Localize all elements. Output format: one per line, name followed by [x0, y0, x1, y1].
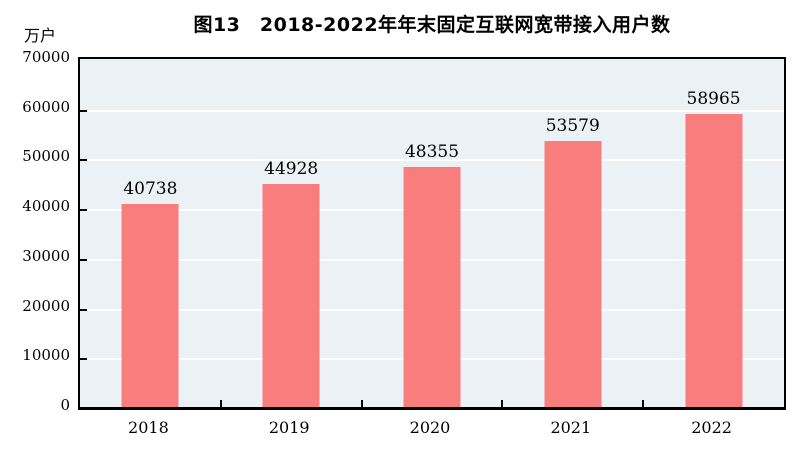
x-tick-mark-2: [360, 400, 363, 407]
bar-slot-2018: 40738: [80, 59, 221, 407]
y-tick-mark-40000: [80, 209, 87, 212]
y-axis-label-50000: 50000: [22, 147, 70, 166]
x-tick-mark-4: [642, 400, 645, 407]
bar-2019: [262, 183, 320, 407]
y-axis-label-0: 0: [60, 396, 70, 414]
y-axis-label-70000: 70000: [22, 48, 70, 66]
bar-value-label-2020: 48355: [404, 141, 460, 162]
y-axis-label-60000: 60000: [22, 97, 70, 116]
bar-2021: [544, 140, 602, 407]
gridline-60000: [80, 109, 784, 112]
bar-slot-2019: 44928: [221, 59, 362, 407]
chart-title: 图13 2018-2022年年末固定互联网宽带接入用户数: [193, 14, 671, 36]
y-tick-mark-10000: [80, 358, 87, 361]
bar-value-label-2022: 58965: [686, 88, 741, 109]
x-axis-label-2019: 2019: [268, 418, 310, 437]
gridline-50000: [80, 159, 784, 162]
x-tick-mark-1: [219, 400, 222, 407]
y-tick-mark-50000: [80, 159, 87, 162]
x-tick-mark-3: [501, 400, 504, 407]
y-axis-label-30000: 30000: [22, 246, 70, 265]
bar-slot-2021: 53579: [502, 59, 643, 407]
bar-value-label-2018: 40738: [123, 179, 178, 200]
x-axis-label-2022: 2022: [691, 418, 732, 437]
bar-value-label-2021: 53579: [545, 115, 600, 136]
y-axis-label-40000: 40000: [22, 197, 70, 216]
y-axis-unit-label: 万户: [24, 26, 57, 45]
y-tick-mark-20000: [80, 308, 87, 311]
bar-slot-2022: 58965: [643, 59, 784, 407]
x-axis-label-2021: 2021: [550, 418, 592, 437]
y-axis-label-10000: 10000: [22, 346, 70, 365]
bar-2020: [403, 166, 461, 407]
plot-area: 40738 44928 48355 53579 58965: [78, 57, 786, 410]
bar-slot-2020: 48355: [362, 59, 503, 407]
y-tick-mark-30000: [80, 258, 87, 261]
y-tick-mark-60000: [80, 109, 87, 112]
bar-2018: [121, 204, 179, 407]
x-axis-label-2018: 2018: [128, 418, 169, 437]
bars-layer: 40738 44928 48355 53579 58965: [80, 59, 784, 407]
y-axis-label-20000: 20000: [22, 296, 70, 315]
x-axis-label-2020: 2020: [409, 418, 451, 437]
bar-value-label-2019: 44928: [264, 158, 319, 179]
bar-2022: [685, 113, 743, 407]
